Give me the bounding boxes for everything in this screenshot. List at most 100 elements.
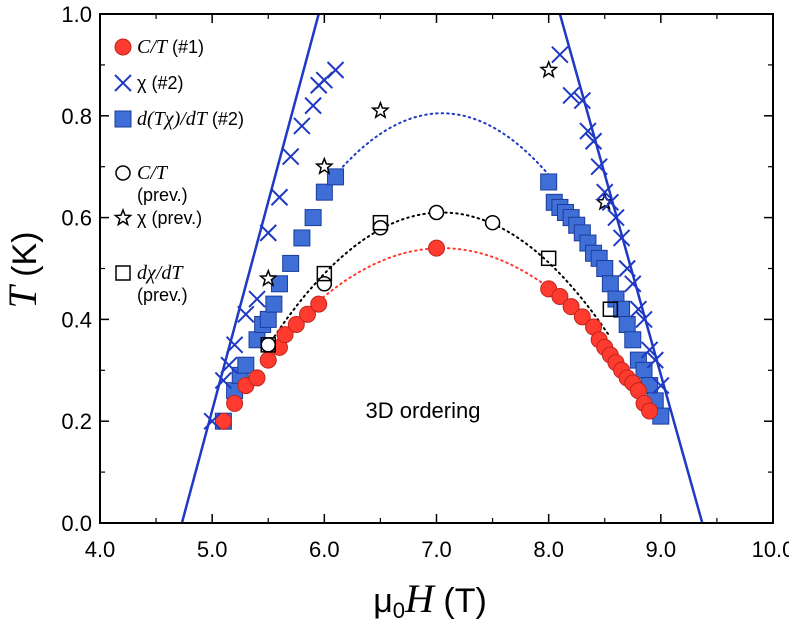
ordering-region-label: 3D ordering — [366, 398, 481, 423]
legend-marker-chi2 — [114, 74, 132, 92]
legend-label-chiprev: χ (prev.) — [137, 208, 202, 228]
point-chi2 — [573, 91, 592, 110]
legend-label-text: (#2) — [207, 109, 244, 129]
legend-label-math: C/T — [137, 36, 169, 58]
series-dtchi2 — [214, 168, 670, 430]
point-dtchi2 — [618, 315, 636, 333]
point-ct1 — [573, 308, 591, 326]
legend-marker-ct1 — [114, 38, 132, 56]
fit-curves — [180, 13, 704, 524]
legend: C/T (#1)χ (#2)d(Tχ)/dT (#2)C/T (prev.)χ (… — [113, 36, 244, 305]
legend-label-chi2: χ (#2) — [137, 73, 183, 93]
point-chi2 — [607, 208, 625, 227]
legend-entry-chi2: χ (#2) — [114, 73, 183, 93]
point-ct1 — [641, 402, 659, 420]
plot-frame — [99, 13, 774, 524]
point-chiprev — [539, 59, 559, 79]
x-tick-labels: 4.0 5.0 6.0 7.0 8.0 9.0 10.0 — [85, 537, 789, 562]
axis-ticks — [99, 13, 774, 524]
legend-label-math: d(Tχ)/dT — [137, 108, 209, 130]
point-chi2 — [270, 188, 289, 206]
curve-blue-right — [558, 13, 704, 524]
point-chi2 — [629, 300, 648, 318]
point-chi2 — [652, 376, 670, 395]
point-chi2 — [248, 290, 266, 308]
data-points — [203, 46, 670, 430]
y-axis-label: T (K) — [0, 231, 45, 308]
point-chiprev — [595, 192, 615, 211]
y-tick-label: 0.4 — [61, 307, 92, 332]
legend-label-math: C/T — [137, 162, 169, 184]
point-chi2 — [590, 157, 608, 176]
legend-label-text: (prev.) — [137, 285, 188, 305]
legend-entry-dchiprev: dχ/dT (prev.) — [115, 262, 188, 305]
point-ctprev — [428, 204, 445, 221]
y-tick-label: 1.0 — [61, 2, 92, 27]
legend-entry-ct1: C/T (#1) — [114, 36, 204, 58]
point-dtchi2 — [293, 229, 311, 247]
point-chi2 — [618, 259, 636, 278]
point-dtchi2 — [304, 209, 322, 227]
point-dtchi2 — [237, 356, 255, 374]
legend-label-dchiprev: dχ/dT (prev.) — [137, 262, 188, 305]
point-dtchi2 — [282, 254, 300, 272]
x-tick-label: 7.0 — [421, 537, 452, 562]
point-dtchi2 — [624, 331, 642, 349]
point-chi2 — [237, 305, 255, 324]
point-ct1 — [248, 369, 266, 387]
point-chi2 — [579, 122, 597, 140]
point-ct1 — [259, 351, 277, 369]
series-dchiprev — [260, 214, 619, 353]
point-ct1 — [276, 326, 294, 344]
point-chi2 — [281, 147, 300, 166]
point-ct1 — [428, 239, 445, 257]
legend-label-math: dχ/dT — [137, 262, 184, 284]
x-tick-label: 10.0 — [752, 537, 789, 562]
point-ct1 — [214, 412, 232, 430]
point-dtchi2 — [613, 300, 631, 318]
point-ctprev — [484, 214, 501, 231]
point-dtchi2 — [327, 168, 345, 186]
legend-marker-dchiprev — [115, 265, 131, 281]
point-chi2 — [624, 275, 642, 293]
point-chi2 — [601, 193, 620, 212]
y-tick-label: 0.0 — [61, 511, 92, 536]
point-chiprev — [258, 268, 278, 287]
curve-blue-left — [180, 13, 320, 524]
point-dtchi2 — [315, 183, 333, 201]
point-chi2 — [293, 117, 311, 135]
x-tick-label: 6.0 — [309, 537, 340, 562]
point-dtchi2 — [601, 275, 619, 293]
x-axis-label: μ0H (T) — [373, 576, 487, 621]
point-chi2 — [640, 341, 659, 359]
series-chi2 — [203, 46, 670, 430]
point-dchiprev — [540, 250, 557, 267]
point-dchiprev — [602, 301, 619, 317]
y-tick-label: 0.6 — [61, 206, 92, 231]
point-chi2 — [551, 46, 569, 64]
point-ctprev — [316, 276, 333, 292]
point-chi2 — [214, 371, 233, 390]
point-chi2 — [326, 61, 345, 79]
point-ct1 — [226, 394, 244, 412]
point-chi2 — [562, 86, 580, 105]
x-tick-label: 8.0 — [533, 537, 564, 562]
point-chiprev — [370, 100, 390, 119]
point-dchiprev — [260, 337, 276, 353]
point-dchiprev — [372, 214, 389, 231]
point-chi2 — [225, 336, 244, 354]
x-tick-label: 5.0 — [197, 537, 228, 562]
legend-label-dtchi2: d(Tχ)/dT (#2) — [137, 108, 244, 130]
x-tick-label: 9.0 — [646, 537, 677, 562]
point-chi2 — [596, 183, 614, 201]
point-ct1 — [551, 287, 569, 305]
legend-label-ct1: C/T (#1) — [137, 36, 204, 58]
point-chi2 — [220, 356, 238, 374]
legend-marker-dtchi2 — [114, 110, 132, 128]
point-dchiprev — [316, 265, 333, 282]
legend-label-text: (#1) — [167, 37, 204, 57]
point-chi2 — [259, 224, 277, 242]
legend-label-text: (prev.) — [137, 185, 188, 205]
legend-marker-chiprev — [113, 207, 133, 227]
